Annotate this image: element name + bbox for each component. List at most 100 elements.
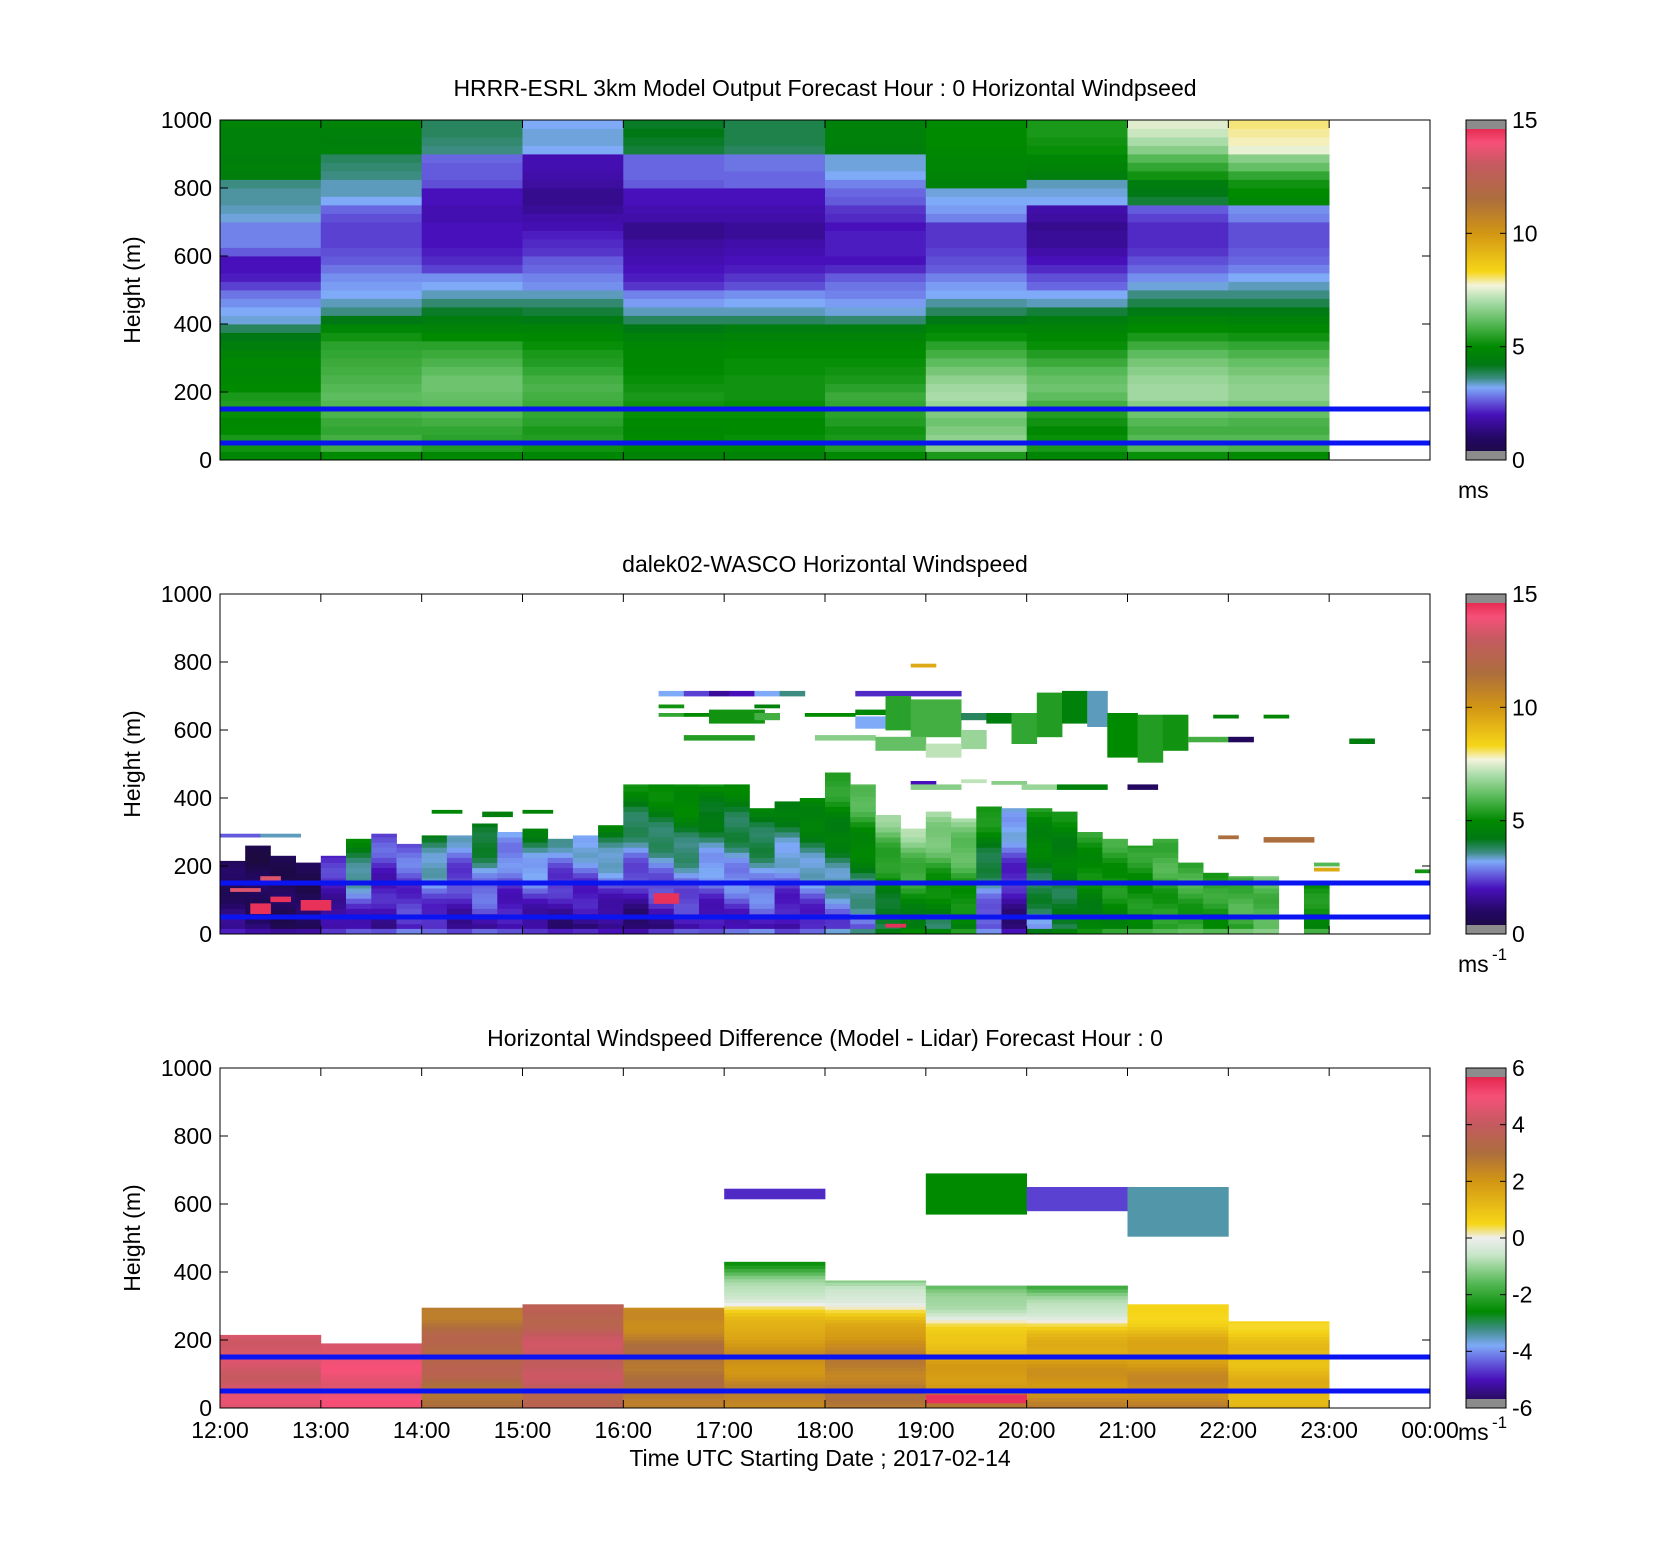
lidar-cell [320,867,347,874]
lidar-cell [346,872,372,879]
lidar-cell [976,908,1002,914]
lidar-cell [900,857,927,863]
lidar-cell [346,898,372,904]
lidar-cell [396,903,423,909]
lidar-cell [850,928,876,935]
model-cell [623,179,725,189]
lidar-cell [951,923,977,930]
model-cell [220,196,322,206]
lidar-cell [961,730,987,750]
lidar-cell [421,898,448,904]
lidar-cell [245,872,271,879]
lidar-cell [421,872,448,879]
lidar-cell [446,923,473,930]
lidar-cell [875,832,901,838]
difference-cell [421,1394,523,1399]
difference-cell [220,1346,322,1351]
model-cell [522,426,624,435]
lidar-cell [1152,838,1179,843]
lidar-cell [1152,888,1179,894]
lidar-cell [572,908,599,914]
colorbar-tick-label: 5 [1512,334,1525,360]
difference-cell [1127,1323,1229,1327]
model-cell [1228,205,1330,214]
difference-cell [1026,1336,1128,1341]
lidar-cell [1001,837,1028,843]
difference-cell [220,1334,322,1337]
model-cell [220,247,322,257]
model-cell [825,451,927,461]
lidar-cell [1304,908,1330,914]
lidar-cell [1102,918,1128,925]
difference-cell [623,1363,725,1368]
lidar-cell [724,928,750,935]
lidar-cell [270,888,296,894]
model-cell [220,358,322,367]
lidar-cell [1021,784,1058,790]
model-cell [1228,239,1330,248]
difference-cell [1127,1187,1229,1237]
lidar-cell [346,918,372,925]
difference-cell [1026,1316,1128,1320]
lidar-cell [1152,872,1179,879]
difference-cell [421,1343,523,1348]
difference-cell [1127,1384,1229,1388]
lidar-cell [1051,816,1078,823]
difference-cell [724,1374,826,1378]
difference-cell [825,1394,927,1399]
lidar-cell [825,918,851,925]
model-cell [1026,332,1128,342]
model-cell [1026,145,1128,155]
difference-cell [522,1336,624,1341]
lidar-cell [396,918,423,925]
lidar-cell [1304,898,1330,904]
difference-cell [320,1370,422,1375]
difference-cell [1026,1302,1128,1307]
difference-cell [825,1363,927,1368]
difference-cell [1127,1333,1229,1337]
difference-cell [925,1319,1027,1324]
lidar-cell [724,791,750,797]
model-cell [421,315,523,325]
model-cell [1127,290,1229,299]
lidar-cell [951,847,977,853]
model-cell [724,307,826,316]
model-cell [220,349,322,359]
lidar-cell [371,928,397,935]
model-cell [522,315,624,325]
lidar-cell [825,772,851,777]
lidar-cell [1203,872,1229,879]
model-cell [320,213,422,223]
lidar-cell [910,781,937,785]
model-cell [724,400,826,410]
x-tick-label: 21:00 [1099,1417,1157,1443]
difference-cell [220,1401,322,1405]
difference-cell [724,1282,826,1286]
lidar-panel-reference-lines [220,880,1430,920]
model-cell [421,239,523,248]
lidar-cell [1177,918,1204,925]
difference-cell [825,1285,927,1290]
model-cell [1127,409,1229,418]
model-cell [724,162,826,172]
lidar-cell [623,867,649,874]
lidar-cell [850,852,876,858]
lidar-cell [900,867,927,874]
x-tick-label: 00:00 [1401,1417,1459,1443]
model-cell [1127,315,1229,325]
lidar-cell [799,816,826,823]
lidar-cell [749,867,775,874]
model-cell [925,264,1027,274]
lidar-cell [779,690,806,697]
lidar-cell [421,888,448,894]
lidar-cell [1026,903,1053,909]
lidar-cell [1314,862,1340,867]
lidar-cell [396,883,423,889]
lidar-cell [1152,867,1179,874]
difference-cell [1026,1370,1128,1375]
lidar-cell [245,862,271,869]
model-cell [825,324,927,333]
model-cell [1127,205,1229,214]
model-cell [925,298,1027,308]
